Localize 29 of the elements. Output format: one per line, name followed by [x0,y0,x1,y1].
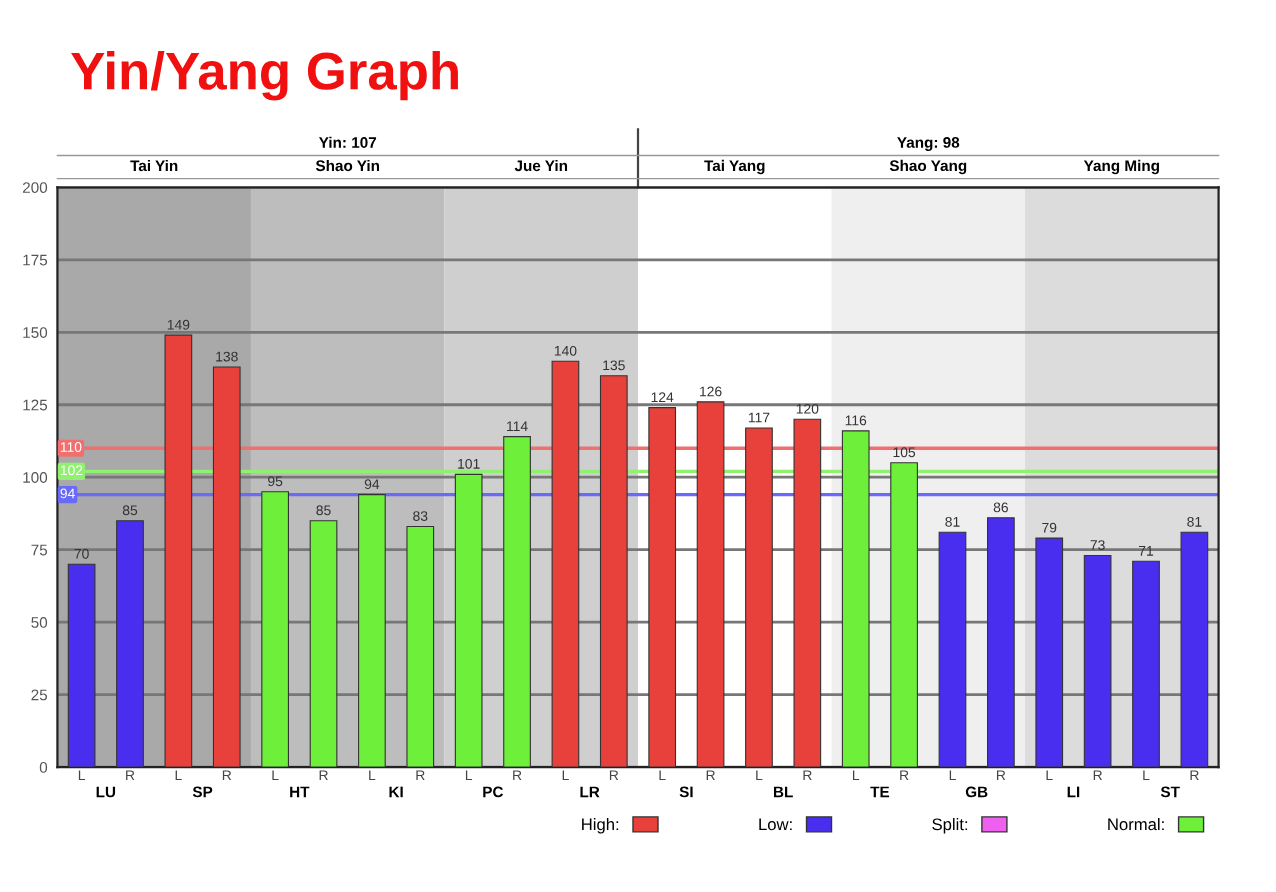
legend-label: Low: [759,818,792,831]
bar [358,494,386,768]
bar [890,462,918,768]
bar [1132,560,1160,768]
bar [309,520,338,768]
bar [406,525,435,768]
bar [454,473,483,768]
bar [212,366,241,768]
legend-label: Normal: [1108,818,1164,831]
bar [116,520,144,768]
bar [164,334,193,768]
bar [987,517,1015,768]
bar [551,360,580,768]
bar [696,401,725,768]
bar [648,407,677,768]
legend-label: High: [582,818,619,834]
bar [503,436,531,768]
bar [67,563,96,768]
bar [841,430,870,768]
bar [938,531,967,768]
bar [1083,554,1112,768]
bar [745,427,773,768]
bar [1035,537,1064,768]
chart-title: Yin/Yang Graph [71,51,458,101]
bar [793,418,822,768]
bar [599,375,628,768]
legend-label: Split: [932,818,968,834]
bar [1180,531,1209,768]
bar [261,491,289,768]
